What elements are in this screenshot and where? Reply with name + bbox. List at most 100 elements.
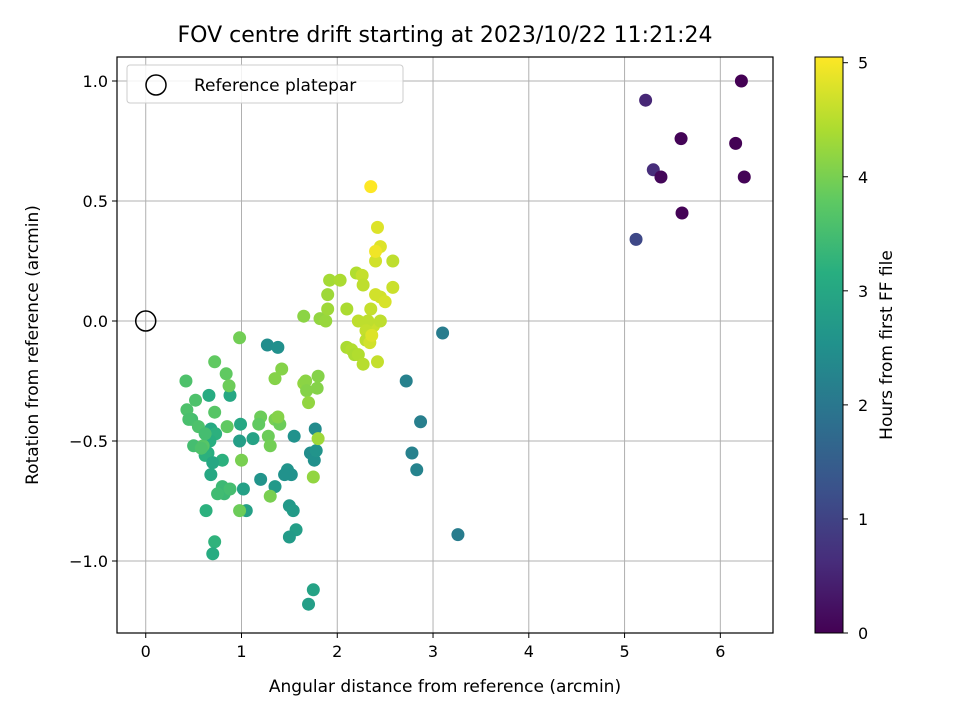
data-point (378, 295, 392, 309)
colorbar-tick-label: 3 (858, 282, 868, 301)
data-point (414, 415, 428, 429)
colorbar-tick-label: 0 (858, 624, 868, 643)
data-point (252, 417, 266, 431)
data-point (674, 132, 688, 146)
data-point (204, 468, 218, 482)
reference-marker (134, 310, 157, 332)
data-point (451, 528, 465, 542)
data-point (311, 432, 325, 446)
data-point (236, 482, 250, 496)
data-point (364, 302, 378, 316)
data-point (675, 206, 689, 220)
data-point (356, 278, 370, 292)
data-point (310, 381, 324, 395)
data-point (351, 348, 365, 362)
data-point (206, 456, 220, 470)
legend-label: Reference platepar (194, 76, 356, 96)
x-axis-label: Angular distance from reference (arcmin) (269, 677, 621, 697)
data-point (436, 326, 450, 340)
y-tick-label: 0.5 (83, 192, 108, 211)
data-point (309, 444, 323, 458)
data-point (286, 504, 300, 518)
scatter-points (179, 74, 751, 611)
data-point (234, 417, 248, 431)
data-point (311, 369, 325, 383)
data-point (399, 374, 413, 388)
data-point (206, 547, 220, 561)
y-axis-ticks: −1.0 −0.5 0.0 0.5 1.0 (69, 72, 117, 571)
data-point (182, 412, 196, 426)
data-point (222, 379, 236, 393)
data-point (302, 396, 316, 410)
data-point (194, 441, 208, 455)
data-point (369, 254, 383, 268)
data-point (355, 268, 369, 282)
y-tick-label: −0.5 (69, 432, 108, 451)
data-point (208, 535, 222, 549)
data-point (268, 372, 282, 386)
x-tick-label: 3 (428, 642, 438, 661)
x-tick-label: 4 (524, 642, 534, 661)
y-tick-label: −1.0 (69, 552, 108, 571)
y-axis-label: Rotation from reference (arcmin) (23, 205, 43, 485)
plot-frame (116, 56, 774, 634)
x-tick-label: 2 (332, 642, 342, 661)
colorbar-tick-label: 4 (858, 168, 868, 187)
data-point (333, 273, 347, 287)
chart-title: FOV centre drift starting at 2023/10/22 … (178, 23, 713, 48)
data-point (275, 362, 289, 376)
data-point (287, 429, 301, 443)
legend-marker (145, 74, 167, 96)
data-point (278, 468, 292, 482)
colorbar-tick-label: 5 (858, 54, 868, 73)
y-tick-label: 0.0 (83, 312, 108, 331)
data-point (208, 355, 222, 369)
data-point (405, 446, 419, 460)
data-point (629, 232, 643, 246)
data-point (233, 504, 247, 518)
data-point (220, 420, 234, 434)
data-point (319, 314, 333, 328)
data-point (321, 288, 335, 302)
data-point (246, 432, 260, 446)
data-point (297, 309, 311, 323)
data-point (639, 93, 653, 107)
data-point (737, 170, 751, 184)
data-point (321, 302, 335, 316)
data-point (223, 482, 237, 496)
data-point (356, 357, 370, 371)
data-point (198, 427, 212, 441)
data-point (263, 489, 277, 503)
data-point (219, 367, 233, 381)
data-point (734, 74, 748, 88)
data-point (223, 388, 237, 402)
colorbar (814, 56, 844, 634)
data-point (271, 410, 285, 424)
colorbar-tick-label: 2 (858, 396, 868, 415)
legend: Reference platepar (126, 64, 404, 104)
data-point (234, 453, 248, 467)
data-point (729, 136, 743, 150)
y-tick-label: 1.0 (83, 72, 108, 91)
colorbar-tick-label: 1 (858, 510, 868, 529)
data-point (211, 487, 225, 501)
data-point (268, 480, 282, 494)
data-point (306, 470, 320, 484)
data-point (271, 340, 285, 354)
data-point (202, 388, 216, 402)
data-point (263, 439, 277, 453)
data-point (373, 314, 387, 328)
legend-box (126, 64, 404, 104)
x-tick-label: 6 (715, 642, 725, 661)
data-point (260, 338, 274, 352)
data-point (302, 597, 316, 611)
colorbar-label: Hours from first FF file (877, 250, 897, 440)
x-tick-label: 5 (619, 642, 629, 661)
data-point (386, 280, 400, 294)
data-point (233, 434, 247, 448)
data-point (340, 302, 354, 316)
data-point (179, 374, 193, 388)
data-point (370, 355, 384, 369)
data-point (208, 405, 222, 419)
